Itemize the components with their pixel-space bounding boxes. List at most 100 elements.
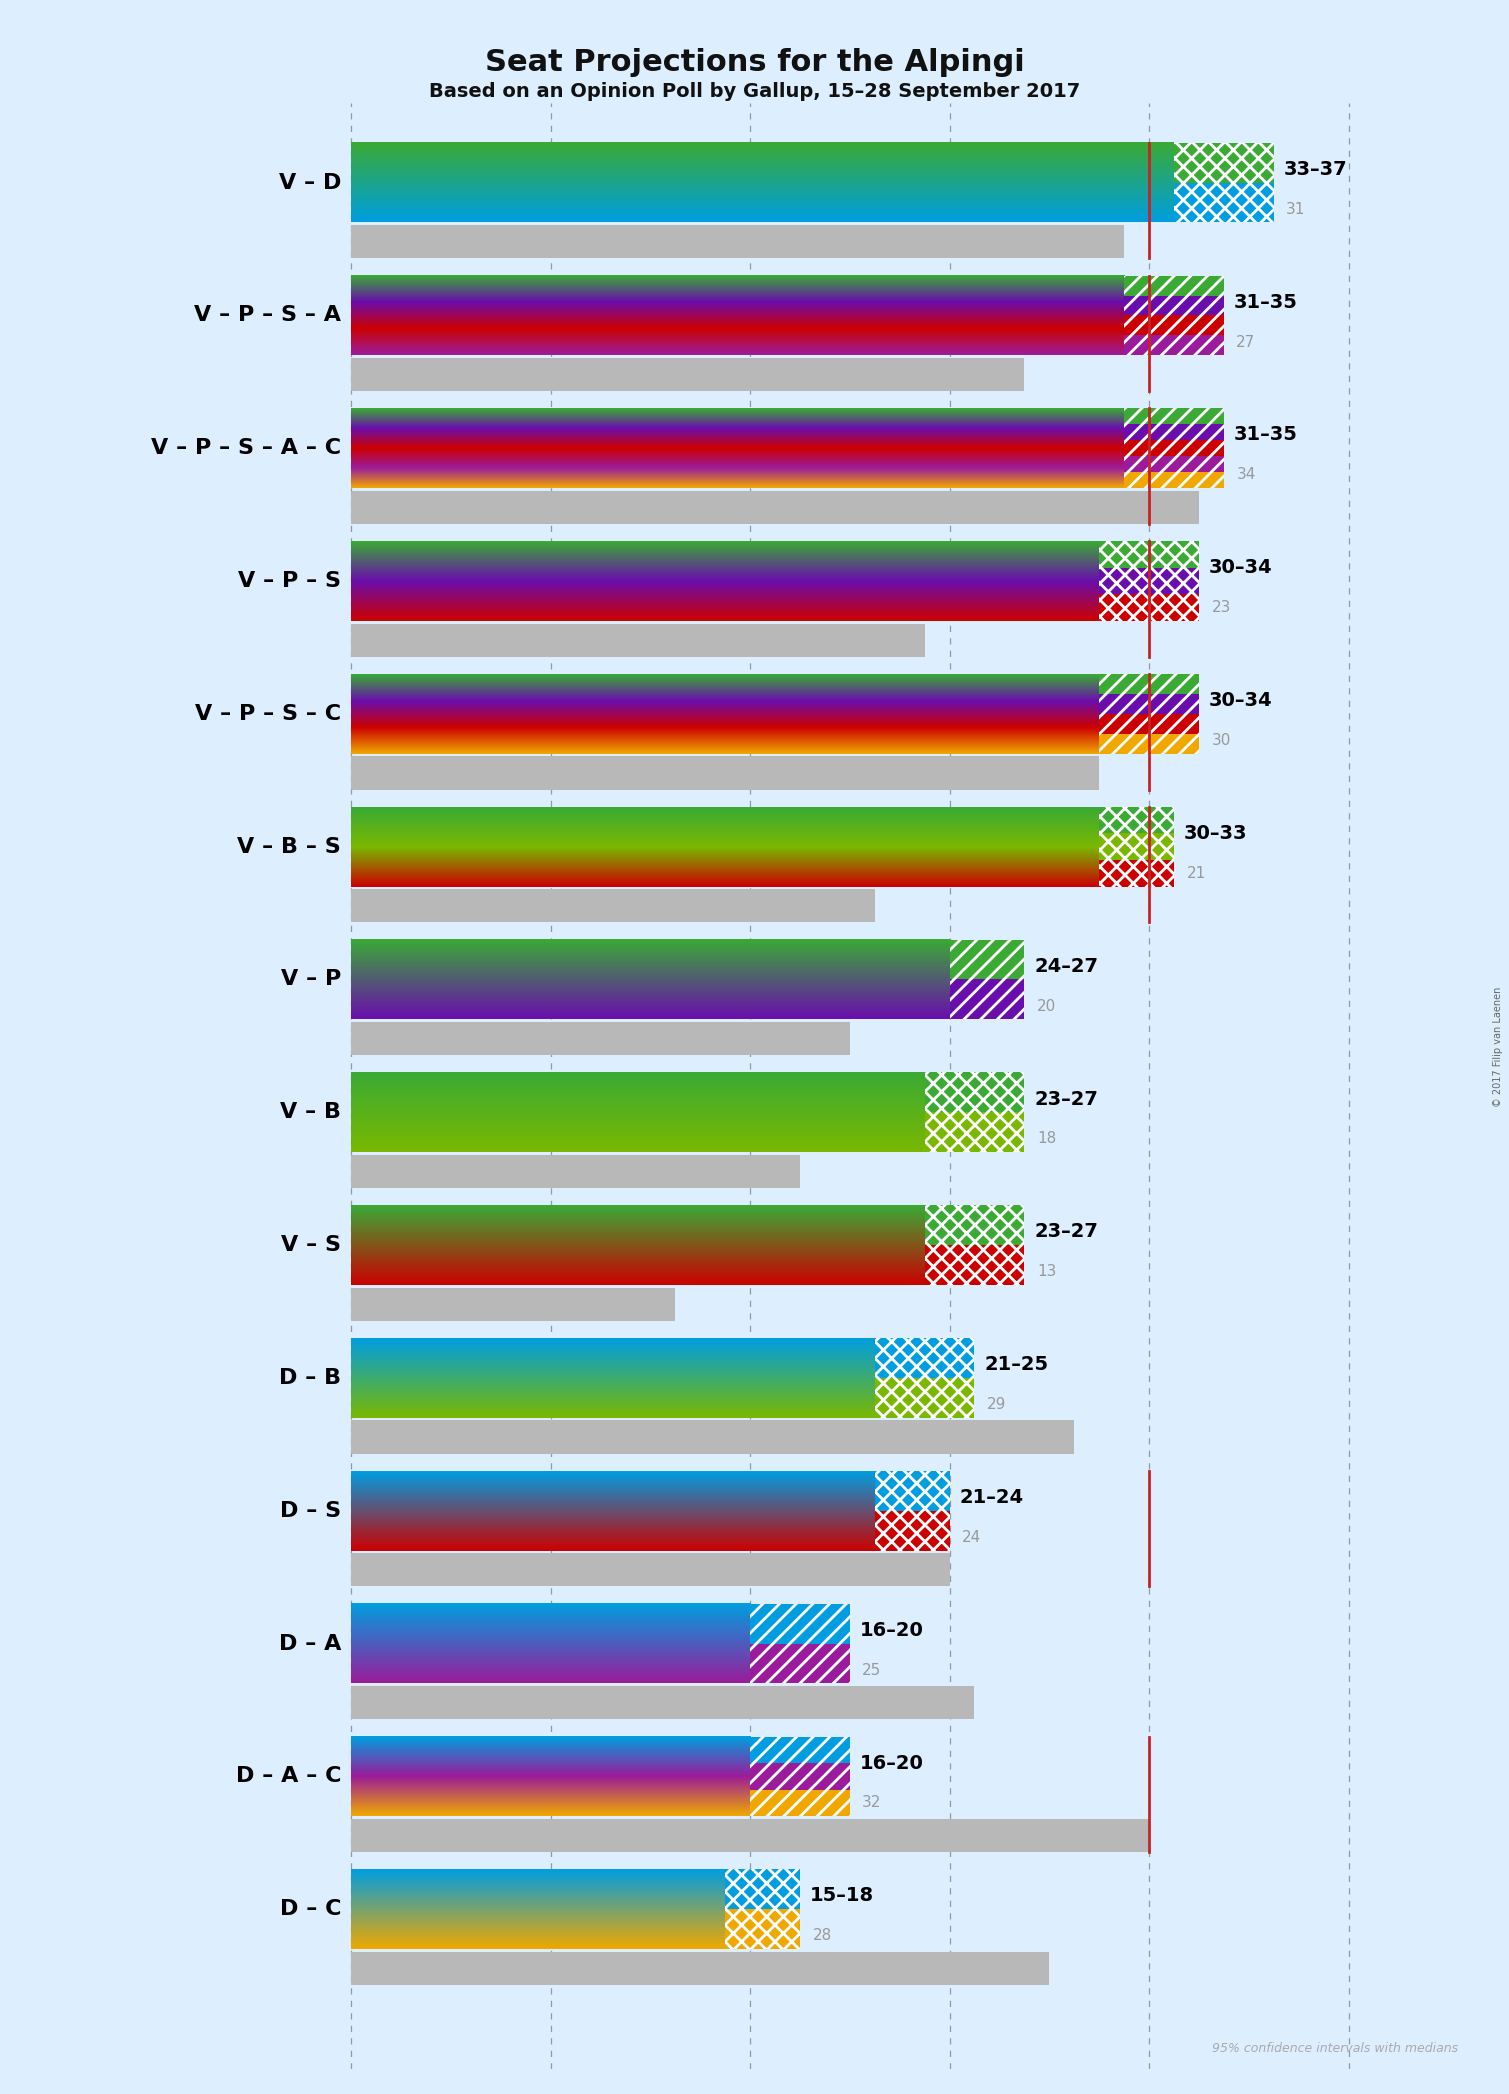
Bar: [1124, 408, 1224, 425]
Bar: [949, 980, 1025, 1020]
Bar: [1124, 471, 1224, 488]
Text: 24: 24: [963, 1531, 981, 1545]
Bar: [1099, 806, 1174, 833]
Bar: [1124, 335, 1224, 356]
Bar: [750, 1790, 850, 1815]
Bar: [352, 1686, 975, 1719]
Text: 34: 34: [1236, 467, 1255, 482]
Bar: [1099, 714, 1200, 733]
Bar: [925, 1112, 1025, 1152]
Bar: [925, 1072, 1025, 1112]
Text: 23–27: 23–27: [1034, 1223, 1099, 1242]
Text: D – B: D – B: [279, 1367, 341, 1388]
Text: V – P – S – A: V – P – S – A: [195, 306, 341, 325]
Bar: [352, 1820, 1148, 1851]
Bar: [1099, 693, 1200, 714]
Bar: [1124, 456, 1224, 471]
Bar: [949, 980, 1025, 1020]
Bar: [352, 490, 1200, 524]
Text: 20: 20: [1037, 999, 1056, 1013]
Bar: [352, 756, 1099, 789]
Bar: [925, 1112, 1025, 1152]
Bar: [1099, 567, 1200, 595]
Text: 30–34: 30–34: [1209, 559, 1272, 578]
Text: D – A – C: D – A – C: [235, 1767, 341, 1786]
Text: 32: 32: [862, 1795, 881, 1811]
Bar: [875, 1378, 975, 1418]
Bar: [750, 1644, 850, 1684]
Bar: [875, 1510, 949, 1550]
Text: 30–34: 30–34: [1209, 691, 1272, 710]
Bar: [1124, 471, 1224, 488]
Bar: [925, 1246, 1025, 1286]
Bar: [949, 940, 1025, 980]
Bar: [352, 1952, 1049, 1985]
Bar: [750, 1604, 850, 1644]
Text: 25: 25: [862, 1663, 881, 1677]
Text: 28: 28: [812, 1929, 831, 1943]
Bar: [352, 1288, 675, 1321]
Bar: [1099, 674, 1200, 693]
Text: V – P – S – A – C: V – P – S – A – C: [151, 438, 341, 459]
Bar: [726, 1910, 800, 1950]
Text: V – B – S: V – B – S: [237, 838, 341, 856]
Text: V – P – S: V – P – S: [238, 572, 341, 591]
Bar: [1099, 861, 1174, 886]
Text: 33–37: 33–37: [1284, 159, 1348, 178]
Bar: [1099, 806, 1174, 833]
Text: V – D: V – D: [279, 172, 341, 193]
Text: 13: 13: [1037, 1265, 1056, 1279]
Text: V – S: V – S: [281, 1235, 341, 1254]
Bar: [875, 1510, 949, 1550]
Bar: [1174, 142, 1274, 182]
Bar: [750, 1736, 850, 1763]
Bar: [1174, 182, 1274, 222]
Text: V – B: V – B: [281, 1101, 341, 1122]
Text: 30–33: 30–33: [1185, 823, 1248, 844]
Text: V – P – S – C: V – P – S – C: [195, 704, 341, 725]
Bar: [726, 1910, 800, 1950]
Text: 21–25: 21–25: [984, 1355, 1049, 1374]
Text: © 2017 Filip van Laenen: © 2017 Filip van Laenen: [1494, 986, 1503, 1108]
Bar: [750, 1763, 850, 1790]
Text: 31: 31: [1286, 201, 1305, 216]
Bar: [1124, 316, 1224, 335]
Bar: [1099, 693, 1200, 714]
Bar: [1124, 335, 1224, 356]
Text: D – C: D – C: [279, 1899, 341, 1920]
Bar: [352, 1420, 1074, 1453]
Bar: [1099, 567, 1200, 595]
Bar: [352, 1554, 949, 1587]
Text: D – S: D – S: [281, 1501, 341, 1520]
Bar: [1099, 733, 1200, 754]
Text: 16–20: 16–20: [860, 1753, 924, 1772]
Bar: [925, 1072, 1025, 1112]
Bar: [949, 940, 1025, 980]
Bar: [1099, 861, 1174, 886]
Bar: [750, 1736, 850, 1763]
Bar: [1099, 595, 1200, 622]
Bar: [1124, 440, 1224, 456]
Text: Based on an Opinion Poll by Gallup, 15–28 September 2017: Based on an Opinion Poll by Gallup, 15–2…: [429, 82, 1080, 101]
Bar: [1124, 295, 1224, 316]
Text: 23–27: 23–27: [1034, 1089, 1099, 1108]
Bar: [1099, 540, 1200, 567]
Text: 30: 30: [1212, 733, 1231, 748]
Bar: [1099, 540, 1200, 567]
Bar: [1124, 440, 1224, 456]
Bar: [352, 226, 1124, 258]
Bar: [1124, 425, 1224, 440]
Bar: [1099, 833, 1174, 861]
Text: D – A: D – A: [279, 1633, 341, 1654]
Bar: [1174, 182, 1274, 222]
Bar: [352, 624, 925, 658]
Bar: [875, 1338, 975, 1378]
Bar: [1174, 142, 1274, 182]
Bar: [1099, 733, 1200, 754]
Bar: [1124, 456, 1224, 471]
Text: 24–27: 24–27: [1034, 957, 1099, 976]
Bar: [750, 1763, 850, 1790]
Bar: [875, 1378, 975, 1418]
Text: 29: 29: [987, 1397, 1007, 1411]
Bar: [352, 890, 875, 921]
